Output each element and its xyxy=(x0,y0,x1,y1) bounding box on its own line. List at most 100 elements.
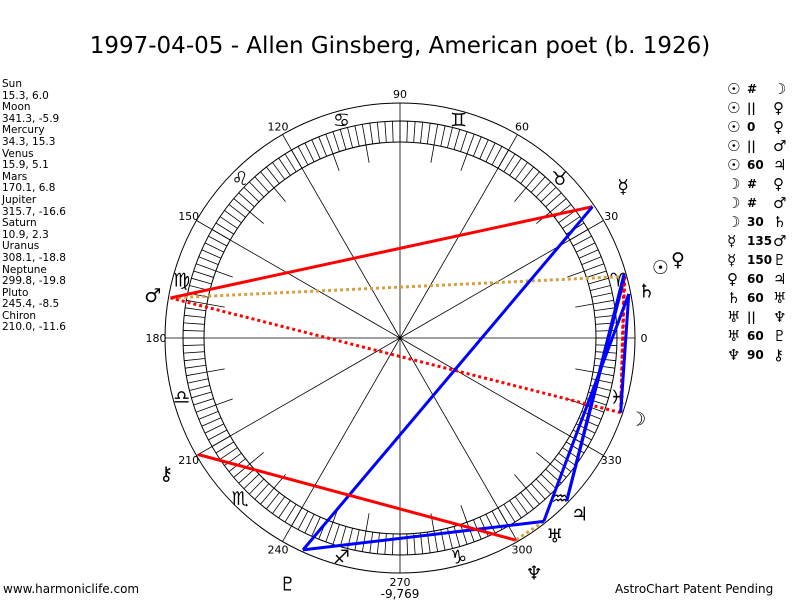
degree-tick xyxy=(201,249,222,259)
degree-label: 270 xyxy=(390,576,411,589)
planet-glyph: ⚷ xyxy=(773,345,784,364)
aspect-row: ☉ || ♂ xyxy=(727,136,786,155)
decade-tick xyxy=(575,303,594,308)
aspect-symbol: # xyxy=(747,81,758,96)
degree-tick xyxy=(466,522,475,543)
degree-tick xyxy=(594,364,615,369)
aspect-line-moon-saturn xyxy=(619,293,631,413)
degree-tick xyxy=(590,285,611,291)
degree-tick xyxy=(591,378,613,384)
decade-tick xyxy=(460,153,468,171)
decade-tick xyxy=(514,187,527,202)
degree-tick xyxy=(520,166,534,184)
degree-label: 300 xyxy=(512,543,533,556)
degree-tick xyxy=(392,121,394,143)
degree-tick xyxy=(243,186,260,203)
degree-tick xyxy=(278,157,291,176)
planet-glyph: ☉ xyxy=(727,117,741,136)
aspect-symbol: 30 xyxy=(747,214,764,229)
planet-glyph: ☽ xyxy=(727,212,741,231)
zodiac-sign-icon: ♋ xyxy=(333,110,350,132)
planet-glyph: ♆ xyxy=(773,307,787,326)
zodiac-sign-icon: ♌ xyxy=(232,168,249,190)
planet-glyph: ☉ xyxy=(727,155,741,174)
zodiac-sign-icon: ♏ xyxy=(232,488,249,510)
aspect-symbol: # xyxy=(747,176,758,191)
degree-tick xyxy=(586,270,607,278)
degree-tick xyxy=(233,198,251,213)
degree-tick xyxy=(254,483,270,500)
degree-tick xyxy=(413,121,416,143)
degree-tick xyxy=(260,171,275,189)
degree-tick xyxy=(562,216,581,229)
planet-name: Saturn xyxy=(2,217,37,230)
chiron-icon: ⚷ xyxy=(159,463,173,485)
degree-tick xyxy=(558,210,576,224)
degree-tick xyxy=(193,398,214,406)
planet-name: Moon xyxy=(2,101,31,114)
degree-tick xyxy=(540,186,557,203)
spoke-line xyxy=(399,220,604,339)
planet-glyph: ☉ xyxy=(727,98,741,117)
degree-tick xyxy=(184,358,206,362)
aspect-symbol: || xyxy=(747,138,756,153)
aspect-row: ☉ 0 ♀ xyxy=(727,117,786,136)
planet-glyph: ♅ xyxy=(727,307,741,326)
planet-name: Sun xyxy=(2,78,22,90)
aspect-row: ♅ 60 ♇ xyxy=(727,326,786,345)
planet-glyph: ♇ xyxy=(773,326,787,345)
decade-tick xyxy=(206,368,225,373)
degree-tick xyxy=(584,263,605,272)
decade-tick xyxy=(332,153,340,171)
degree-label: 0 xyxy=(641,332,648,345)
degree-tick xyxy=(238,468,255,484)
degree-tick xyxy=(191,277,212,285)
planet-positions-list: Sun 15.3, 6.0 Moon 341.3, -5.9 Mercury 34.3, … xyxy=(2,78,66,334)
degree-tick xyxy=(572,235,592,247)
sun-icon: ☉ xyxy=(652,257,669,279)
degree-tick xyxy=(339,129,347,150)
degree-tick xyxy=(183,344,205,346)
degree-label: 150 xyxy=(178,210,199,223)
degree-tick xyxy=(219,216,238,229)
degree-tick xyxy=(272,496,286,514)
planet-glyph: ♀ xyxy=(773,174,784,193)
degree-tick xyxy=(535,181,552,198)
aspect-line-mercury-mars xyxy=(170,205,593,300)
spoke-line xyxy=(399,337,604,456)
degree-tick xyxy=(186,299,208,305)
degree-tick xyxy=(426,123,431,144)
degree-tick xyxy=(384,121,387,143)
planet-name: Neptune xyxy=(2,263,47,276)
planet-glyph: ♂ xyxy=(773,136,787,155)
decade-tick xyxy=(215,270,233,278)
planet-coords: 15.3, 6.0 xyxy=(2,89,49,102)
website-link[interactable]: www.harmoniclife.com xyxy=(3,582,140,596)
aspect-line-moon-mars xyxy=(170,296,622,415)
zodiac-sign-icon: ♑ xyxy=(450,546,467,568)
planet-name: Venus xyxy=(2,147,34,160)
degree-tick xyxy=(479,139,489,160)
degree-tick xyxy=(369,123,374,144)
degree-tick xyxy=(238,192,255,208)
planet-glyph: ♇ xyxy=(773,250,787,269)
aspect-row: ♀ 60 ♃ xyxy=(727,269,786,288)
degree-tick xyxy=(325,522,334,543)
degree-tick xyxy=(201,417,222,427)
degree-tick xyxy=(592,371,614,377)
moon-icon: ☽ xyxy=(629,408,646,430)
degree-tick xyxy=(215,441,234,454)
aspect-row: ☽ 30 ♄ xyxy=(727,212,786,231)
degree-tick xyxy=(266,492,280,510)
uranus-icon: ♅ xyxy=(546,526,563,548)
degree-tick xyxy=(376,122,380,144)
aspect-symbol: 60 xyxy=(747,157,764,172)
zodiac-sign-icon: ♉ xyxy=(551,168,568,190)
degree-tick xyxy=(297,510,309,530)
decade-tick xyxy=(365,144,370,163)
degree-label: 180 xyxy=(146,332,167,345)
aspect-symbol: || xyxy=(747,309,756,324)
decade-tick xyxy=(249,452,264,465)
degree-tick xyxy=(592,299,614,305)
degree-tick xyxy=(545,192,562,208)
